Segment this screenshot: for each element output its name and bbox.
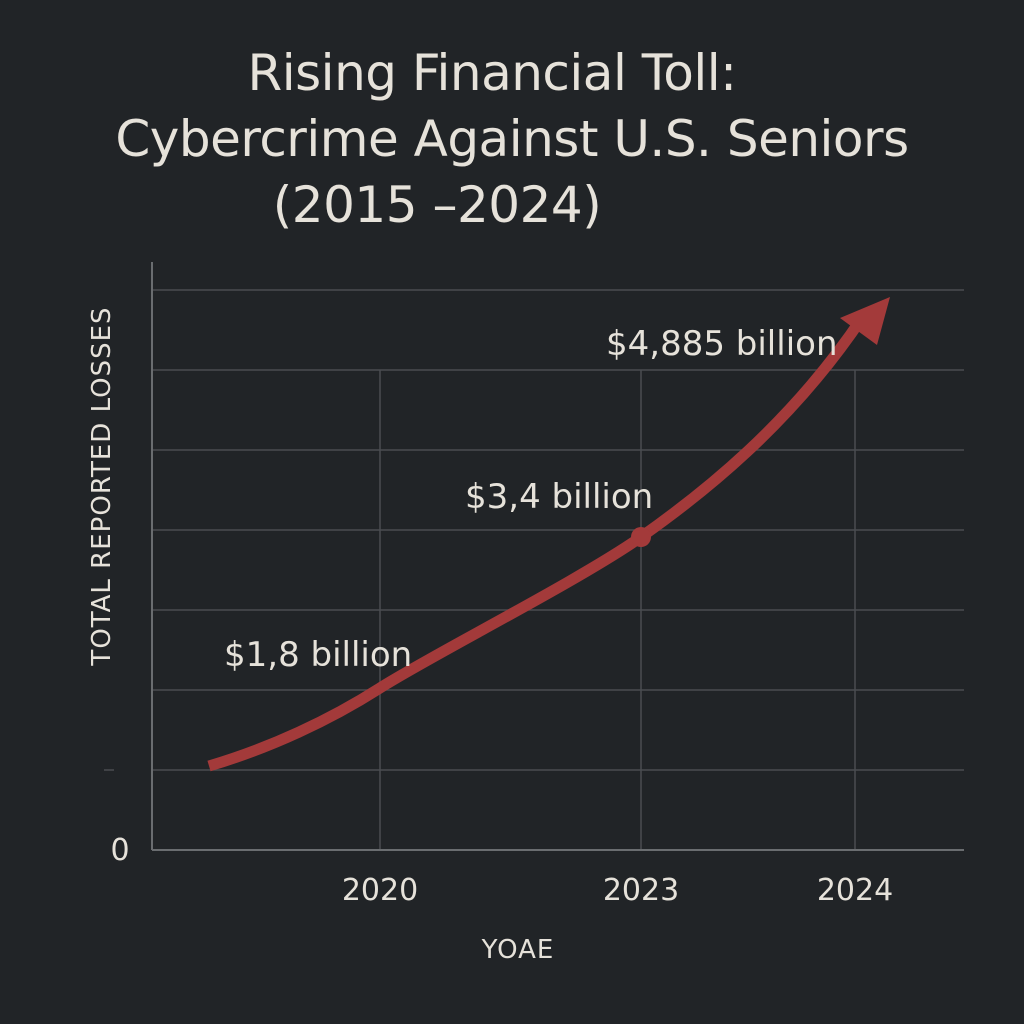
data-labels: $1,8 billion $3,4 billion $4,885 billion (224, 324, 838, 675)
x-tick-label: 2024 (817, 873, 893, 908)
series-layer (207, 297, 890, 772)
series-line (207, 314, 867, 772)
y-axis-title: TOTAL REPORTED LOSSES (87, 306, 117, 666)
y-tick-label: 0 (110, 833, 129, 868)
x-tick-label: 2023 (603, 873, 679, 908)
x-axis-title: YOAE (481, 935, 555, 965)
axes (151, 262, 964, 851)
chart-title-line-1: Rising Financial Toll: (247, 44, 738, 102)
chart-title-line-3: (2015 –2024) (272, 176, 602, 234)
chart-title: Rising Financial Toll: Cybercrime Agains… (0, 40, 1024, 238)
chart-title-line-2: Cybercrime Against U.S. Seniors (115, 110, 909, 168)
data-label: $4,885 billion (606, 324, 838, 364)
data-label: $3,4 billion (465, 477, 653, 517)
arrowhead (840, 297, 890, 345)
gridlines (104, 289, 964, 850)
tick-labels: 0 2020 2023 2024 (110, 833, 893, 908)
x-tick-label: 2020 (342, 873, 418, 908)
data-label: $1,8 billion (224, 635, 412, 675)
data-point-marker (631, 527, 651, 547)
